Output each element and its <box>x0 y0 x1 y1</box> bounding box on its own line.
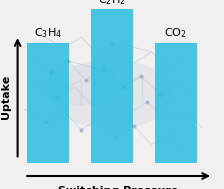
FancyBboxPatch shape <box>91 9 133 163</box>
Text: Uptake: Uptake <box>0 75 11 119</box>
Ellipse shape <box>46 65 112 106</box>
Text: C$_2$H$_2$: C$_2$H$_2$ <box>98 0 126 7</box>
FancyBboxPatch shape <box>28 43 69 163</box>
Text: Switching Pressure: Switching Pressure <box>58 186 179 189</box>
Ellipse shape <box>52 59 172 130</box>
Text: C$_3$H$_4$: C$_3$H$_4$ <box>34 26 62 40</box>
FancyBboxPatch shape <box>155 43 196 163</box>
Text: CO$_2$: CO$_2$ <box>164 26 187 40</box>
